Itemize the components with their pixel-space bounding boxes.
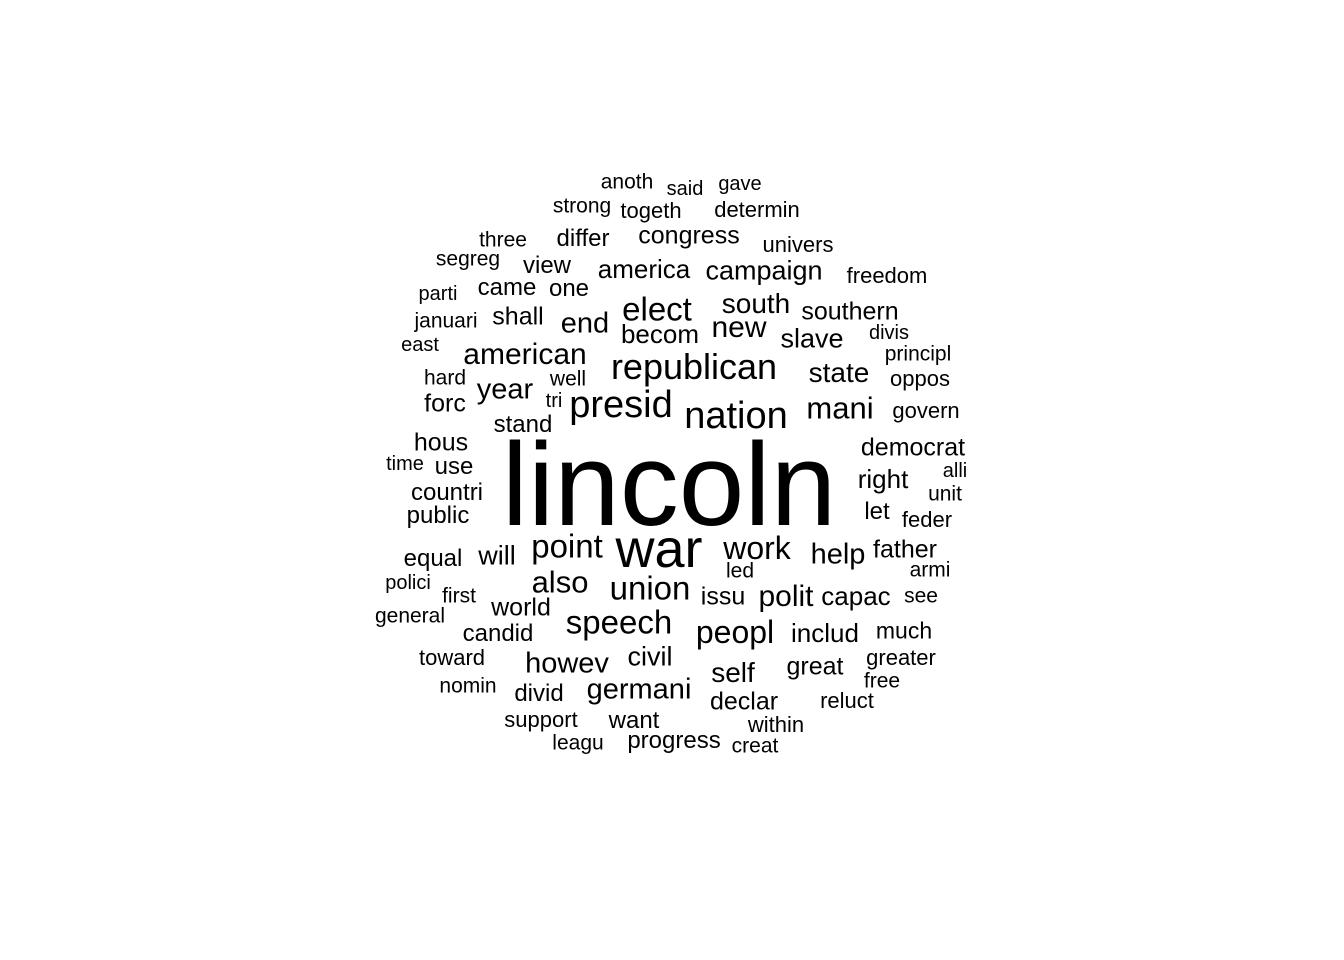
- word-speech: speech: [565, 603, 673, 641]
- word-east: east: [401, 334, 439, 356]
- word-armi: armi: [909, 558, 951, 582]
- word-point: point: [531, 527, 603, 565]
- word-feder: feder: [901, 507, 953, 532]
- word-govern: govern: [892, 398, 960, 423]
- word-use: use: [434, 453, 474, 480]
- word-civil: civil: [627, 641, 673, 672]
- word-leagu: leagu: [552, 731, 604, 755]
- word-principl: principl: [884, 342, 952, 366]
- word-togeth: togeth: [620, 198, 682, 223]
- word-nomin: nomin: [439, 674, 497, 698]
- word-creat: creat: [731, 734, 779, 758]
- word-year: year: [476, 373, 534, 406]
- word-parti: parti: [418, 283, 458, 305]
- word-includ: includ: [791, 618, 859, 648]
- word-elect: elect: [622, 290, 692, 328]
- word-divid: divid: [514, 680, 564, 707]
- word-becom: becom: [620, 319, 700, 349]
- word-anoth: anoth: [600, 170, 654, 194]
- word-peopl: peopl: [695, 614, 775, 650]
- word-time: time: [386, 453, 424, 475]
- word-new: new: [711, 311, 767, 344]
- word-campaign: campaign: [705, 255, 823, 286]
- word-divis: divis: [868, 322, 910, 344]
- word-differ: differ: [556, 225, 610, 252]
- word-howev: howev: [525, 647, 609, 680]
- word-southern: southern: [801, 297, 899, 326]
- word-tri: tri: [545, 390, 563, 412]
- word-hous: hous: [413, 428, 469, 457]
- word-let: let: [864, 498, 890, 525]
- word-state: state: [808, 357, 870, 388]
- word-reluct: reluct: [820, 688, 874, 713]
- word-help: help: [810, 538, 866, 571]
- word-world: world: [491, 593, 551, 622]
- word-issu: issu: [700, 582, 746, 611]
- word-strong: strong: [552, 194, 612, 218]
- word-univers: univers: [762, 232, 834, 257]
- word-countri: countri: [410, 479, 484, 506]
- word-candid: candid: [462, 620, 534, 647]
- word-determin: determin: [714, 197, 800, 222]
- word-declar: declar: [709, 687, 779, 716]
- word-america: america: [597, 254, 691, 284]
- word-lincoln: lincoln: [501, 419, 837, 551]
- word-shall: shall: [492, 302, 544, 331]
- word-work: work: [723, 530, 791, 566]
- word-progress: progress: [627, 727, 721, 754]
- word-nation: nation: [684, 395, 788, 437]
- word-great: great: [786, 652, 844, 681]
- word-germani: germani: [586, 673, 692, 706]
- word-came: came: [477, 274, 537, 301]
- word-see: see: [904, 584, 938, 608]
- word-slave: slave: [780, 323, 844, 354]
- word-within: within: [747, 712, 805, 737]
- word-polit: polit: [758, 580, 814, 613]
- word-support: support: [504, 707, 578, 732]
- word-greater: greater: [866, 645, 936, 670]
- word-congress: congress: [638, 221, 740, 250]
- word-stand: stand: [493, 411, 553, 438]
- word-want: want: [608, 707, 660, 734]
- word-republican: republican: [610, 346, 778, 387]
- word-three: three: [479, 228, 527, 252]
- word-war: war: [615, 519, 703, 579]
- word-first: first: [442, 584, 476, 608]
- word-general: general: [374, 604, 446, 628]
- word-segreg: segreg: [435, 247, 501, 271]
- word-also: also: [531, 564, 589, 600]
- word-hard: hard: [423, 366, 467, 390]
- word-presid: presid: [569, 384, 673, 426]
- word-end: end: [560, 307, 610, 340]
- word-polici: polici: [385, 572, 431, 594]
- word-oppos: oppos: [890, 366, 950, 391]
- word-one: one: [548, 275, 590, 302]
- word-self: self: [711, 657, 755, 688]
- word-led: led: [725, 559, 755, 583]
- word-toward: toward: [418, 645, 486, 670]
- word-father: father: [873, 535, 937, 564]
- word-capac: capac: [821, 581, 891, 611]
- word-union: union: [609, 569, 691, 607]
- word-south: south: [721, 288, 791, 319]
- word-well: well: [549, 367, 587, 391]
- word-forc: forc: [424, 389, 466, 418]
- word-januari: januari: [414, 309, 478, 333]
- word-much: much: [875, 617, 933, 644]
- word-free: free: [863, 669, 901, 693]
- word-freedom: freedom: [846, 263, 928, 288]
- word-said: said: [666, 178, 704, 200]
- word-alli: alli: [942, 460, 968, 482]
- word-public: public: [406, 502, 470, 529]
- word-equal: equal: [403, 545, 463, 572]
- word-democrat: democrat: [860, 433, 966, 462]
- word-mani: mani: [806, 390, 874, 426]
- word-gave: gave: [718, 173, 762, 195]
- word-unit: unit: [928, 482, 962, 506]
- word-american: american: [463, 338, 587, 371]
- word-will: will: [478, 540, 516, 571]
- word-right: right: [857, 464, 909, 494]
- word-view: view: [522, 252, 572, 279]
